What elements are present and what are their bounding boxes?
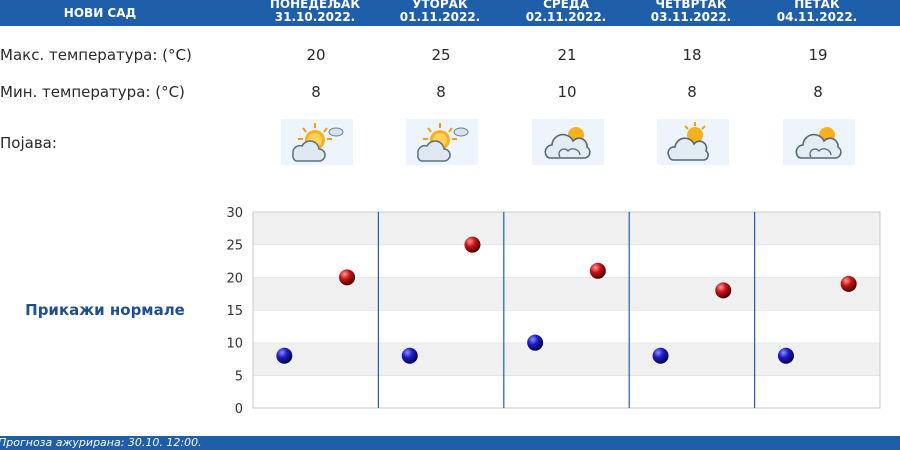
y-tick-label: 20 xyxy=(226,271,243,286)
day-header-3: СРЕДА 02.11.2022. xyxy=(506,0,626,24)
grid-band xyxy=(253,310,880,343)
max-temp-value: 20 xyxy=(306,46,326,64)
plot-border xyxy=(252,211,881,409)
day-header-1: ПОНЕДЕЉАК 31.10.2022. xyxy=(255,0,375,24)
min-temp-point xyxy=(652,347,669,364)
max-temp-point xyxy=(339,269,356,286)
day-date: 04.11.2022. xyxy=(776,10,858,24)
day-date: 02.11.2022. xyxy=(525,10,607,24)
max-temp-value: 19 xyxy=(808,46,828,64)
forecast-updated-text: Прогноза ажурирана: 30.10. 12:00. xyxy=(0,436,202,449)
max-temp-value: 25 xyxy=(431,46,451,64)
max-temp-point xyxy=(840,275,857,292)
phenomenon-label: Појава: xyxy=(0,134,57,152)
y-tick-label: 15 xyxy=(226,304,243,319)
y-tick-label: 10 xyxy=(226,337,243,352)
max-temp-point xyxy=(715,282,732,299)
day-date: 01.11.2022. xyxy=(399,10,481,24)
day-date: 31.10.2022. xyxy=(274,10,356,24)
max-temp-point xyxy=(589,262,606,279)
city-name: НОВИ САД xyxy=(63,6,137,20)
y-tick-label: 25 xyxy=(226,239,243,254)
show-normals-link[interactable]: Прикажи нормале xyxy=(25,301,185,319)
cloud-sun-icon xyxy=(532,119,604,165)
day-name: СРЕДА xyxy=(543,0,589,11)
forecast-header: НОВИ САД ПОНЕДЕЉАК 31.10.2022. УТОРАК 01… xyxy=(0,0,900,26)
day-header-5: ПЕТАК 04.11.2022. xyxy=(757,0,877,24)
min-temp-value: 8 xyxy=(813,83,823,101)
max-temp-label: Макс. температура: (°C) xyxy=(0,46,192,64)
grid-band xyxy=(253,375,880,408)
min-temp-value: 10 xyxy=(557,83,577,101)
min-temp-value: 8 xyxy=(687,83,697,101)
max-temp-point xyxy=(464,236,481,253)
day-header-2: УТОРАК 01.11.2022. xyxy=(380,0,500,24)
y-tick-label: 5 xyxy=(235,369,243,384)
day-name: ПОНЕДЕЉАК xyxy=(269,0,361,11)
partly-cloudy-icon xyxy=(657,119,729,165)
day-name: ЧЕТВРТАК xyxy=(655,0,727,11)
min-temp-point xyxy=(276,347,293,364)
min-temp-point xyxy=(527,334,544,351)
footer-bar: Прогноза ажурирана: 30.10. 12:00. xyxy=(0,436,900,450)
day-name: УТОРАК xyxy=(412,0,468,11)
max-temp-value: 21 xyxy=(557,46,577,64)
grid-band xyxy=(253,277,880,310)
day-header-4: ЧЕТВРТАК 03.11.2022. xyxy=(631,0,751,24)
max-temp-value: 18 xyxy=(682,46,702,64)
cloud-sun-icon xyxy=(783,119,855,165)
min-temp-point xyxy=(401,347,418,364)
min-temp-point xyxy=(777,347,794,364)
grid-band xyxy=(253,212,880,245)
min-temp-label: Мин. температура: (°C) xyxy=(0,83,185,101)
min-temp-value: 8 xyxy=(436,83,446,101)
grid-band xyxy=(253,342,880,376)
min-temp-value: 8 xyxy=(311,83,321,101)
y-tick-label: 30 xyxy=(226,206,243,221)
day-date: 03.11.2022. xyxy=(650,10,732,24)
sun-cloud-icon xyxy=(406,119,478,165)
grid-band xyxy=(253,244,880,278)
day-name: ПЕТАК xyxy=(794,0,840,11)
temperature-chart: 0 5 10 15 20 25 30 xyxy=(226,206,881,417)
y-tick-label: 0 xyxy=(235,402,243,417)
sun-cloud-icon xyxy=(281,119,353,165)
